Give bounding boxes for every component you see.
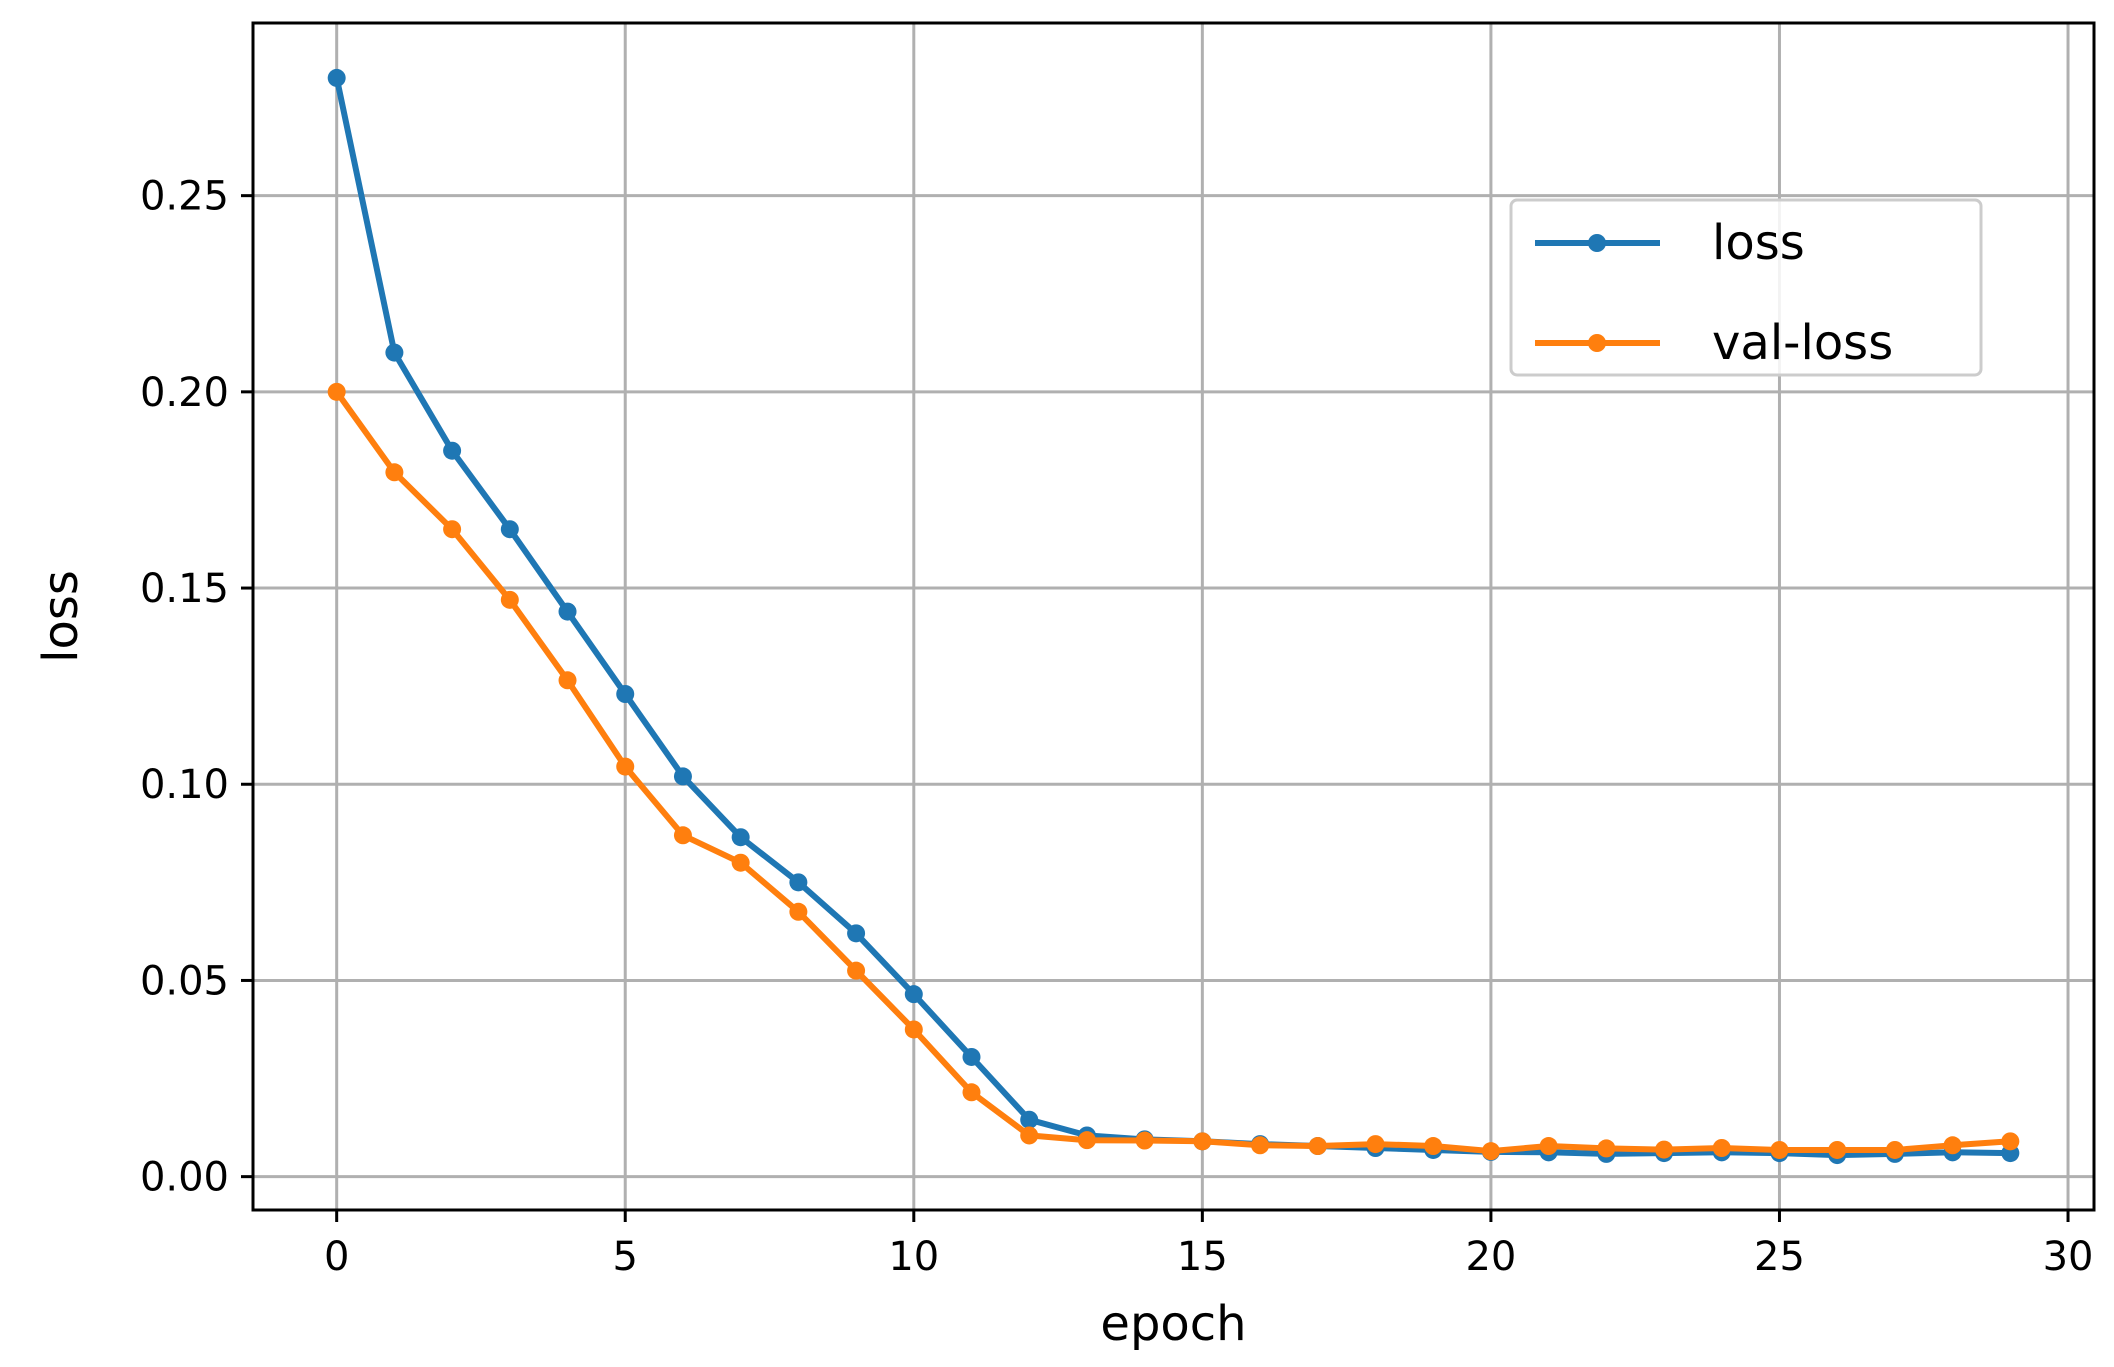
data-point-val-loss bbox=[847, 961, 866, 980]
x-tick-label: 30 bbox=[2043, 1234, 2094, 1280]
data-point-loss bbox=[962, 1047, 981, 1066]
legend-label-loss: loss bbox=[1712, 215, 1805, 271]
data-point-loss bbox=[847, 924, 866, 943]
data-point-val-loss bbox=[673, 826, 692, 845]
data-point-loss bbox=[616, 684, 635, 703]
y-tick-label: 0.25 bbox=[140, 174, 229, 220]
data-point-val-loss bbox=[731, 853, 750, 872]
data-point-val-loss bbox=[1077, 1131, 1096, 1150]
series-line-val-loss bbox=[334, 390, 2011, 1155]
y-axis: 0.00 0.05 0.10 0.15 0.20 0.25 bbox=[140, 174, 253, 1201]
plot-frame bbox=[251, 21, 2096, 1212]
data-point-val-loss bbox=[1712, 1139, 1731, 1158]
data-point-val-loss bbox=[1481, 1142, 1500, 1161]
legend-marker-loss bbox=[1588, 234, 1606, 252]
data-point-val-loss bbox=[1193, 1132, 1212, 1151]
data-point-loss bbox=[558, 602, 577, 621]
data-point-val-loss bbox=[2001, 1132, 2020, 1151]
x-tick-label: 5 bbox=[613, 1234, 638, 1280]
x-tick-label: 25 bbox=[1754, 1234, 1805, 1280]
y-tick-label: 0.20 bbox=[140, 370, 229, 416]
y-tick-label: 0.00 bbox=[140, 1155, 229, 1201]
data-point-val-loss bbox=[1308, 1137, 1327, 1156]
x-tick-label: 0 bbox=[324, 1234, 349, 1280]
data-point-loss bbox=[673, 767, 692, 786]
data-point-val-loss bbox=[1655, 1140, 1674, 1159]
y-tick-label: 0.05 bbox=[140, 958, 229, 1004]
data-point-loss bbox=[789, 873, 808, 892]
series-layer bbox=[327, 68, 2020, 1165]
data-point-val-loss bbox=[327, 382, 346, 401]
x-axis: 0 5 10 15 20 25 30 bbox=[324, 1210, 2094, 1280]
data-point-loss bbox=[731, 828, 750, 847]
data-point-val-loss bbox=[1251, 1136, 1270, 1155]
data-point-val-loss bbox=[443, 520, 462, 539]
data-point-val-loss bbox=[1828, 1140, 1847, 1159]
data-point-loss bbox=[385, 343, 404, 362]
data-point-val-loss bbox=[500, 590, 519, 609]
y-tick-label: 0.15 bbox=[140, 566, 229, 612]
legend-marker-val-loss bbox=[1588, 334, 1606, 352]
data-point-val-loss bbox=[1135, 1131, 1154, 1150]
y-axis-label: loss bbox=[33, 570, 89, 663]
data-point-val-loss bbox=[385, 463, 404, 482]
data-point-val-loss bbox=[904, 1020, 923, 1039]
x-tick-label: 15 bbox=[1177, 1234, 1228, 1280]
data-point-val-loss bbox=[1597, 1139, 1616, 1158]
data-point-val-loss bbox=[1539, 1137, 1558, 1156]
data-point-val-loss bbox=[1943, 1136, 1962, 1155]
data-point-loss bbox=[904, 985, 923, 1004]
legend-label-val-loss: val-loss bbox=[1712, 315, 1893, 371]
x-axis-label: epoch bbox=[1100, 1296, 1246, 1352]
data-point-val-loss bbox=[789, 902, 808, 921]
data-point-val-loss bbox=[1424, 1137, 1443, 1156]
x-tick-label: 20 bbox=[1465, 1234, 1516, 1280]
x-tick-label: 10 bbox=[888, 1234, 939, 1280]
data-point-loss bbox=[327, 68, 346, 87]
data-point-loss bbox=[500, 520, 519, 539]
data-point-val-loss bbox=[1770, 1140, 1789, 1159]
data-point-loss bbox=[443, 441, 462, 460]
data-point-loss bbox=[1020, 1110, 1039, 1129]
data-point-val-loss bbox=[1020, 1126, 1039, 1145]
data-point-val-loss bbox=[962, 1083, 981, 1102]
data-point-val-loss bbox=[558, 671, 577, 690]
data-point-val-loss bbox=[616, 757, 635, 776]
data-point-val-loss bbox=[1885, 1140, 1904, 1159]
legend: loss val-loss bbox=[1509, 198, 1983, 377]
data-point-val-loss bbox=[1366, 1135, 1385, 1154]
y-tick-label: 0.10 bbox=[140, 762, 229, 808]
